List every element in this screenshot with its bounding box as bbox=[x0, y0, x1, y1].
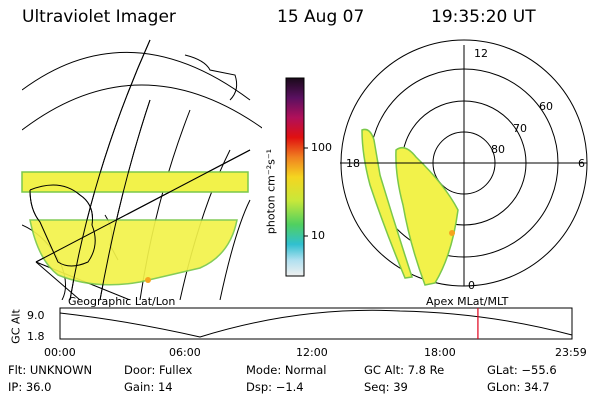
time-tick-4: 23:59 bbox=[555, 346, 587, 359]
info-gain: Gain: 14 bbox=[124, 380, 173, 394]
info-flt: Flt: UNKNOWN bbox=[8, 363, 93, 377]
intensity-band-upper bbox=[21, 171, 249, 193]
mlt-label-12: 12 bbox=[474, 47, 488, 60]
mlt-label-0: 0 bbox=[468, 279, 475, 292]
time-tick-2: 12:00 bbox=[296, 346, 328, 359]
intensity-region-lower bbox=[29, 219, 238, 286]
geographic-map bbox=[21, 39, 262, 301]
intensity-colorbar bbox=[285, 77, 308, 277]
mlt-label-6: 6 bbox=[578, 157, 585, 170]
instrument-title: Ultraviolet Imager bbox=[22, 7, 176, 27]
colorbar-tick-100: 100 bbox=[311, 141, 332, 154]
time-tick-0: 00:00 bbox=[44, 346, 76, 359]
info-glat: GLat: −55.6 bbox=[487, 363, 557, 377]
altitude-axis-label: GC Alt bbox=[9, 309, 23, 344]
lat-label-70: 70 bbox=[513, 122, 527, 135]
auroral-oval bbox=[361, 128, 459, 286]
info-door: Door: Fullex bbox=[124, 363, 193, 377]
info-seq: Seq: 39 bbox=[364, 380, 408, 394]
lat-label-60: 60 bbox=[539, 100, 553, 113]
time-label: 19:35:20 UT bbox=[431, 7, 536, 27]
colorbar-unit-label: photon cm⁻²s⁻¹ bbox=[264, 148, 278, 235]
polar-mlat-mlt-plot bbox=[340, 39, 588, 287]
lat-label-80: 80 bbox=[491, 143, 505, 156]
geographic-title: Geographic Lat/Lon bbox=[68, 295, 176, 308]
mlt-label-18: 18 bbox=[346, 157, 360, 170]
info-dsp: Dsp: −1.4 bbox=[246, 380, 304, 394]
altitude-curve bbox=[59, 309, 573, 338]
altitude-tick-low: 1.8 bbox=[27, 330, 45, 343]
time-tick-3: 18:00 bbox=[424, 346, 456, 359]
altitude-tick-high: 9.0 bbox=[27, 309, 45, 322]
polar-title: Apex MLat/MLT bbox=[426, 295, 509, 308]
altitude-strip-chart bbox=[59, 307, 573, 340]
info-ip: IP: 36.0 bbox=[8, 380, 52, 394]
info-glon: GLon: 34.7 bbox=[487, 380, 550, 394]
colorbar-tick-10: 10 bbox=[311, 229, 325, 242]
time-tick-1: 06:00 bbox=[169, 346, 201, 359]
info-mode: Mode: Normal bbox=[246, 363, 327, 377]
date-label: 15 Aug 07 bbox=[277, 7, 365, 27]
info-gc-alt: GC Alt: 7.8 Re bbox=[364, 363, 445, 377]
